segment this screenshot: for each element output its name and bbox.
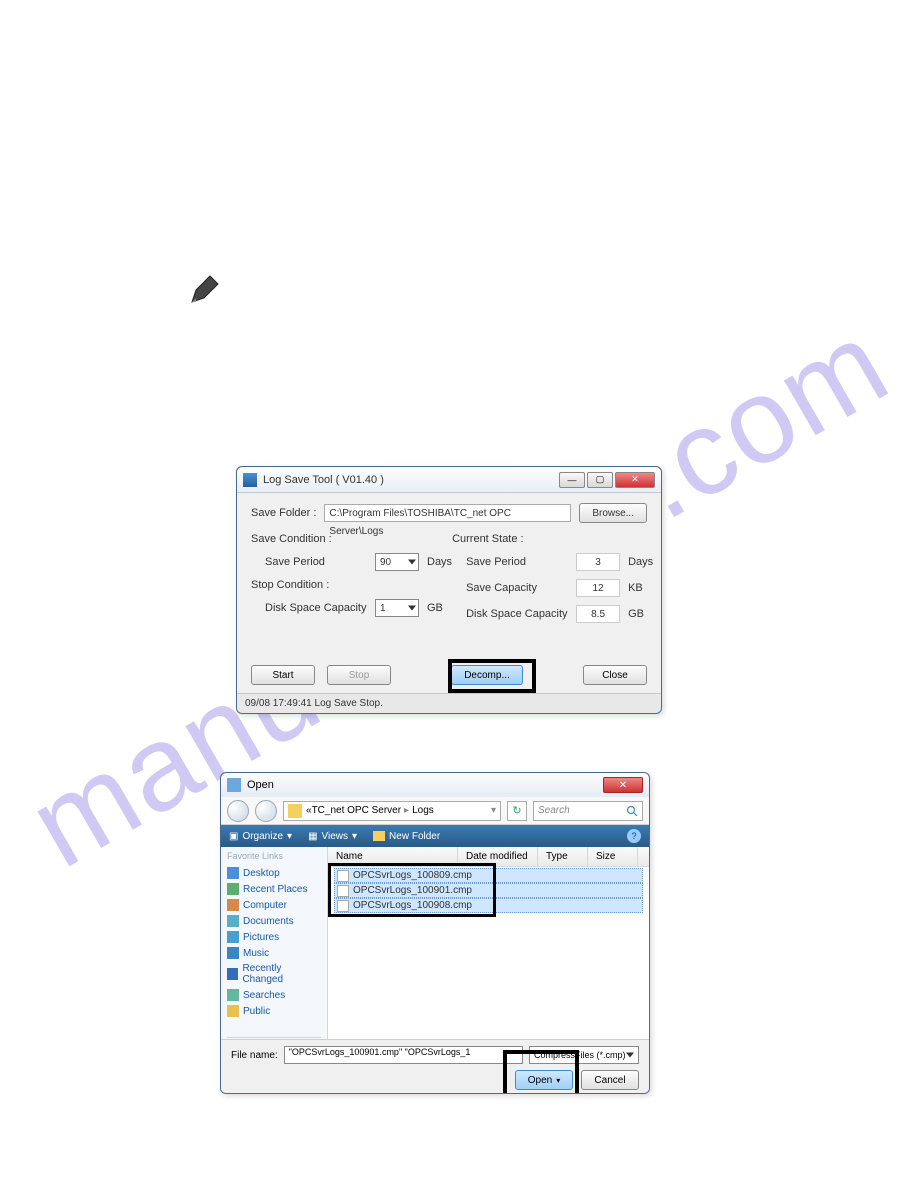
search-placeholder: Search (538, 805, 570, 816)
status-bar: 09/08 17:49:41 Log Save Stop. (237, 693, 661, 713)
address-bar[interactable]: « TC_net OPC Server ▸ Logs ▾ (283, 801, 501, 821)
breadcrumb-item[interactable]: TC_net OPC Server (312, 805, 401, 816)
views-menu[interactable]: ▦Views▾ (308, 831, 357, 842)
cs-save-capacity-label: Save Capacity (466, 582, 576, 594)
file-item[interactable]: OPCSvrLogs_100809.cmp (334, 868, 643, 883)
open-window-title: Open (247, 779, 603, 791)
decomp-button[interactable]: Decomp... (451, 665, 523, 685)
current-state-label: Current State : (452, 533, 653, 545)
new-folder-button[interactable]: New Folder (373, 831, 440, 842)
open-app-icon (227, 778, 241, 792)
search-input[interactable]: Search (533, 801, 643, 821)
sidebar-item-documents[interactable]: Documents (227, 913, 321, 929)
cs-save-capacity-value: 12 (576, 579, 620, 597)
save-period-input[interactable]: 90 (375, 553, 419, 571)
gb-unit: GB (427, 602, 443, 614)
days-unit: Days (427, 556, 452, 568)
pencil-icon (188, 274, 220, 306)
filename-label: File name: (231, 1050, 278, 1061)
open-close-button[interactable]: ✕ (603, 777, 643, 793)
nav-forward-button[interactable] (255, 800, 277, 822)
searches-icon (227, 989, 239, 1001)
toolbar: ▣Organize▾ ▦Views▾ New Folder ? (221, 825, 649, 847)
public-icon (227, 1005, 239, 1017)
filetype-select[interactable]: CompressFiles (*.cmp) (529, 1046, 639, 1064)
computer-icon (227, 899, 239, 911)
folder-icon (288, 804, 302, 818)
column-headers: Name Date modified Type Size (328, 847, 649, 867)
nav-back-button[interactable] (227, 800, 249, 822)
open-titlebar: Open ✕ (221, 773, 649, 797)
col-name[interactable]: Name (328, 847, 458, 866)
sidebar-header: Favorite Links (227, 851, 321, 861)
kb-unit: KB (628, 582, 643, 594)
browse-button[interactable]: Browse... (579, 503, 647, 523)
log-save-tool-dialog: Log Save Tool ( V01.40 ) — ▢ ✕ Save Fold… (236, 466, 662, 714)
sidebar-item-pictures[interactable]: Pictures (227, 929, 321, 945)
col-type[interactable]: Type (538, 847, 588, 866)
help-button[interactable]: ? (627, 829, 641, 843)
cs-days-unit: Days (628, 556, 653, 568)
sidebar: Favorite Links Desktop Recent Places Com… (221, 847, 328, 1039)
cs-disk-space-label: Disk Space Capacity (466, 608, 576, 620)
sidebar-item-searches[interactable]: Searches (227, 987, 321, 1003)
app-icon (243, 473, 257, 487)
cs-gb-unit: GB (628, 608, 644, 620)
disk-space-input[interactable]: 1 (375, 599, 419, 617)
file-icon (337, 885, 349, 897)
sidebar-item-music[interactable]: Music (227, 945, 321, 961)
file-list: Name Date modified Type Size OPCSvrLogs_… (328, 847, 649, 1039)
desktop-icon (227, 867, 239, 879)
stop-condition-label: Stop Condition : (251, 579, 452, 591)
dialog-bottom: File name: "OPCSvrLogs_100901.cmp" "OPCS… (221, 1039, 649, 1094)
sidebar-item-public[interactable]: Public (227, 1003, 321, 1019)
disk-space-label: Disk Space Capacity (265, 602, 375, 614)
file-icon (337, 900, 349, 912)
nav-bar: « TC_net OPC Server ▸ Logs ▾ ↻ Search (221, 797, 649, 825)
cs-save-period-value: 3 (576, 553, 620, 571)
search-icon (626, 805, 638, 817)
save-folder-label: Save Folder : (251, 507, 316, 519)
cs-disk-space-value: 8.5 (576, 605, 620, 623)
filename-input[interactable]: "OPCSvrLogs_100901.cmp" "OPCSvrLogs_1 (284, 1046, 523, 1064)
refresh-button[interactable]: ↻ (507, 801, 527, 821)
file-item[interactable]: OPCSvrLogs_100901.cmp (334, 883, 643, 898)
col-size[interactable]: Size (588, 847, 638, 866)
recent-icon (227, 883, 239, 895)
music-icon (227, 947, 239, 959)
close-button[interactable]: ✕ (615, 472, 655, 488)
recently-changed-icon (227, 968, 238, 980)
file-icon (337, 870, 349, 882)
open-file-dialog: Open ✕ « TC_net OPC Server ▸ Logs ▾ ↻ Se… (220, 772, 650, 1094)
save-folder-input[interactable]: C:\Program Files\TOSHIBA\TC_net OPC Serv… (324, 504, 571, 522)
pictures-icon (227, 931, 239, 943)
window-title: Log Save Tool ( V01.40 ) (263, 474, 557, 486)
breadcrumb-item[interactable]: Logs (412, 805, 434, 816)
sidebar-item-recent[interactable]: Recent Places (227, 881, 321, 897)
maximize-button[interactable]: ▢ (587, 472, 613, 488)
sidebar-item-recently-changed[interactable]: Recently Changed (227, 961, 321, 987)
file-item[interactable]: OPCSvrLogs_100908.cmp (334, 898, 643, 913)
sidebar-item-desktop[interactable]: Desktop (227, 865, 321, 881)
organize-menu[interactable]: ▣Organize▾ (229, 831, 292, 842)
documents-icon (227, 915, 239, 927)
titlebar: Log Save Tool ( V01.40 ) — ▢ ✕ (237, 467, 661, 493)
save-period-label: Save Period (265, 556, 375, 568)
sidebar-item-computer[interactable]: Computer (227, 897, 321, 913)
col-date[interactable]: Date modified (458, 847, 538, 866)
stop-button[interactable]: Stop (327, 665, 391, 685)
save-condition-label: Save Condition : (251, 533, 452, 545)
cs-save-period-label: Save Period (466, 556, 576, 568)
open-button[interactable]: Open▾ (515, 1070, 573, 1090)
minimize-button[interactable]: — (559, 472, 585, 488)
cancel-button[interactable]: Cancel (581, 1070, 639, 1090)
close-dialog-button[interactable]: Close (583, 665, 647, 685)
start-button[interactable]: Start (251, 665, 315, 685)
breadcrumb-sep: ▸ (404, 805, 409, 816)
